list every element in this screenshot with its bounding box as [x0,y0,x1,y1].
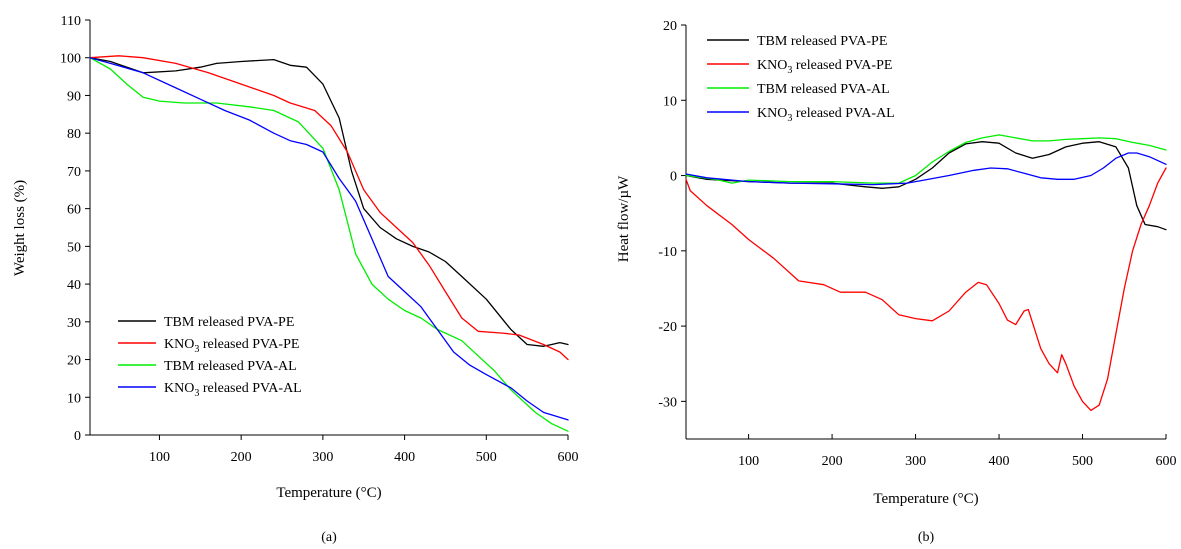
panel-a-y-tick-label-9: 90 [67,89,81,104]
panel-b-series-line-3 [685,152,1167,186]
panel-a-y-tick-label-5: 50 [67,240,81,255]
panel-a-x-ticks: 100 200 300 400 500 600 [149,435,579,465]
panel-b-legend-label-subscript-3: 3 [787,113,792,124]
panel-a-y-tick-label-1: 10 [67,391,81,406]
panel-b-legend-label-main-0: TBM released PVA-PE [757,34,887,49]
panel-a-y-tick-label-0: 0 [74,429,81,444]
panel-a-y-tick-label-3: 30 [67,316,81,331]
panel-b-legend-label-rest-1: released PVA-PE [792,58,892,73]
panel-b-y-ticks: 20 10 0 -10 -20 -30 [658,19,686,410]
panel-a-y-axis-title: Weight loss (%) [12,180,28,276]
panel-a-legend-label-subscript-1: 3 [194,344,199,355]
panel-a-caption: (a) [321,530,337,545]
panel-a-x-tick-label-4: 500 [476,450,497,465]
panel-a-legend-label-main-2: TBM released PVA-AL [164,359,297,374]
panel-a-y-tick-label-7: 70 [67,165,81,180]
panel-b-legend-label-3: KNO3 released PVA-AL [757,106,895,124]
panel-a-legend-label-main-1: KNO [164,337,194,352]
panel-b-x-tick-label-0: 100 [738,454,759,469]
panel-a-x-tick-label-1: 200 [231,450,252,465]
panel-b-y-tick-label-2: 0 [670,170,677,185]
panel-b-x-tick-label-5: 600 [1156,454,1177,469]
panel-b-legend-label-main-1: KNO [757,58,787,73]
panel-a-weight-loss-chart: 0 10 20 30 40 50 60 70 80 90 100 110 100 200 300 400 50… [12,14,579,545]
panel-a-x-axis-title: Temperature (°C) [276,485,381,501]
panel-a-legend-label-rest-3: released PVA-AL [199,381,301,396]
panel-a-series [89,55,569,432]
panel-a-y-tick-label-4: 40 [67,278,81,293]
panel-a-series-line-3 [89,57,569,421]
panel-a-series-line-1 [89,55,569,361]
panel-b-x-ticks: 100 200 300 400 500 600 [738,434,1177,469]
panel-a-y-ticks: 0 10 20 30 40 50 60 70 80 90 100 110 [60,14,90,444]
panel-a-legend-label-main-0: TBM released PVA-PE [164,315,294,330]
panel-b-series-line-1 [685,167,1167,412]
panel-a-legend-label-2: TBM released PVA-AL [164,359,297,374]
panel-b-y-tick-label-4: -20 [658,320,677,335]
panel-a-legend-label-3: KNO3 released PVA-AL [164,381,302,399]
panel-b-legend-label-rest-3: released PVA-AL [792,106,894,121]
panel-b-y-tick-label-5: -30 [658,395,677,410]
panel-b-x-axis-title: Temperature (°C) [873,491,978,507]
panel-b-legend-label-1: KNO3 released PVA-PE [757,58,892,76]
panel-b-y-tick-label-0: 20 [663,19,677,34]
panel-b-caption: (b) [918,530,935,545]
panel-b-series [685,134,1167,412]
panel-b-x-tick-label-2: 300 [905,454,926,469]
panel-b-legend-label-2: TBM released PVA-AL [757,82,890,97]
panel-b-legend-label-main-3: KNO [757,106,787,121]
panel-a-series-line-2 [89,57,569,432]
panel-a-x-tick-label-2: 300 [312,450,333,465]
panel-a-legend-label-0: TBM released PVA-PE [164,315,294,330]
panel-a-axes [89,20,568,436]
panel-b-legend-label-subscript-1: 3 [787,65,792,76]
panel-b-legend-label-0: TBM released PVA-PE [757,34,887,49]
panel-b-series-line-2 [685,134,1167,184]
panel-b-y-tick-label-3: -10 [658,245,677,260]
panel-b-x-tick-label-4: 500 [1072,454,1093,469]
panel-b-legend-label-main-2: TBM released PVA-AL [757,82,890,97]
panel-a-legend-label-1: KNO3 released PVA-PE [164,337,299,355]
panel-a-legend-label-rest-1: released PVA-PE [199,337,299,352]
panel-b-x-tick-label-3: 400 [989,454,1010,469]
panel-a-y-tick-label-8: 80 [67,127,81,142]
panel-a-legend-label-subscript-3: 3 [194,388,199,399]
panel-a-x-tick-label-0: 100 [149,450,170,465]
panel-a-x-tick-label-5: 600 [558,450,579,465]
panel-a-y-tick-label-11: 110 [61,14,81,29]
panel-b-axes [685,25,1166,440]
panel-a-x-tick-label-3: 400 [394,450,415,465]
panel-b-y-axis-title: Heat flow/µW [616,175,632,262]
panel-a-series-line-0 [89,57,569,347]
panel-b-y-tick-label-1: 10 [663,94,677,109]
panel-a-y-tick-label-2: 20 [67,354,81,369]
panel-a-y-tick-label-6: 60 [67,203,81,218]
panel-a-y-tick-label-10: 100 [60,52,81,67]
panel-b-series-line-0 [685,141,1167,231]
panel-a-legend-label-main-3: KNO [164,381,194,396]
panel-b-x-tick-label-1: 200 [822,454,843,469]
